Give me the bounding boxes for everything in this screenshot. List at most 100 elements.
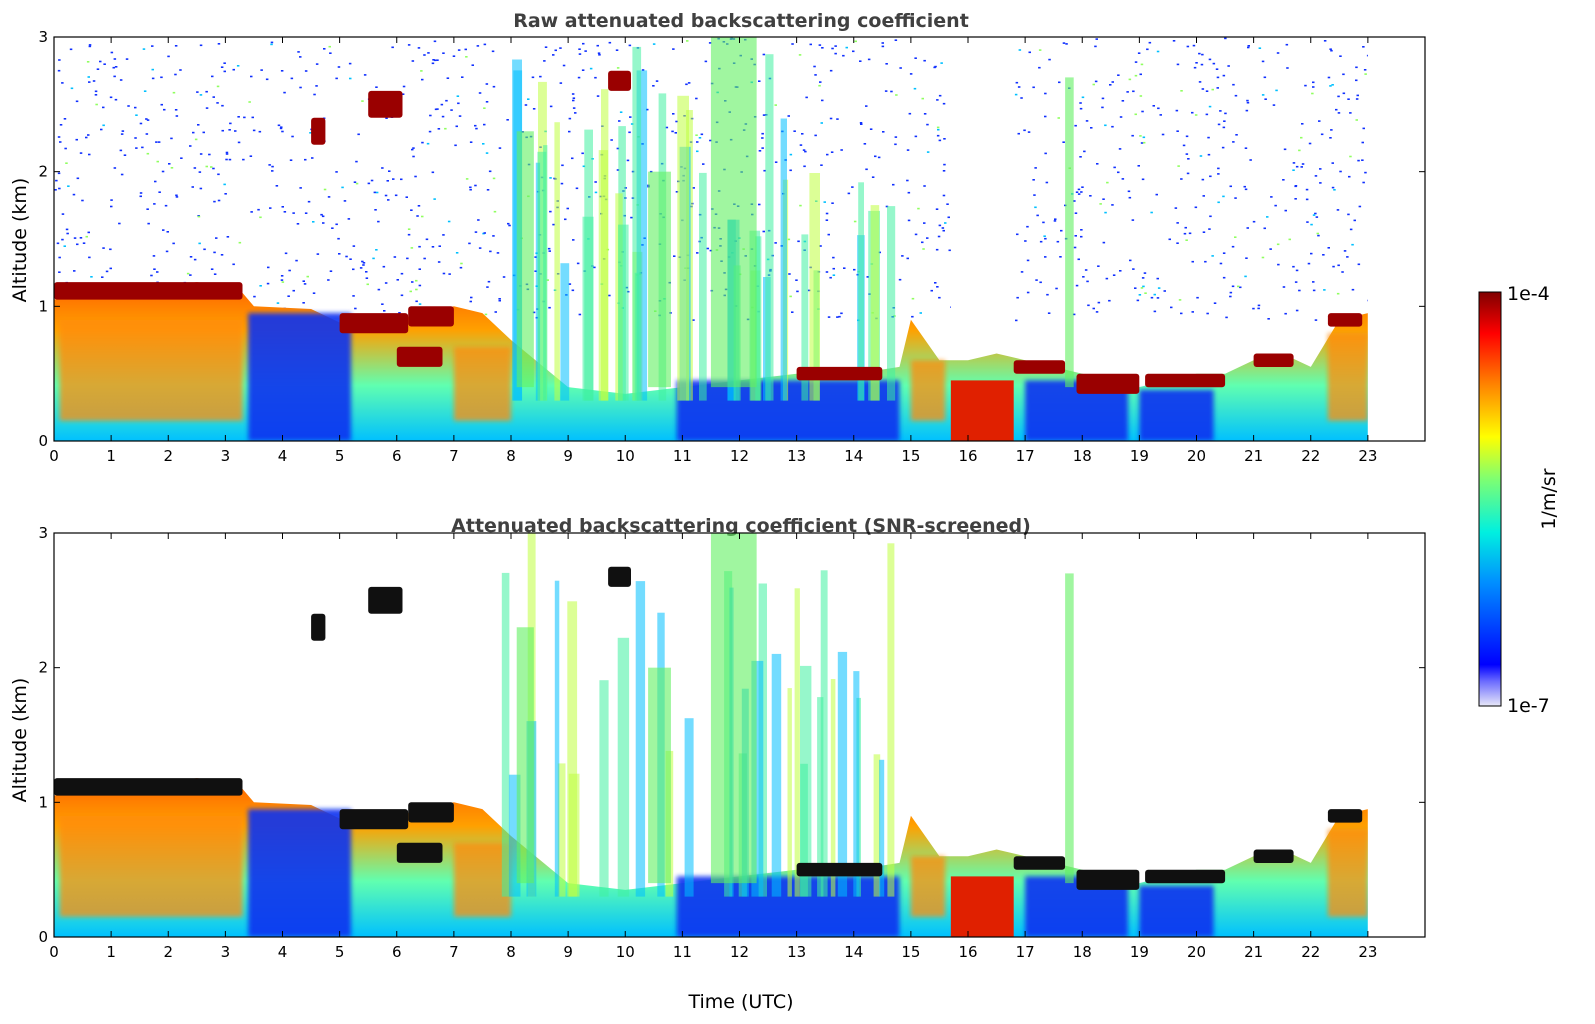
cloud-layer [408,306,454,327]
noise-pixel [807,289,811,292]
noise-pixel [578,53,582,55]
noise-pixel [1195,62,1198,64]
noise-pixel [1292,162,1296,164]
virga-streak [858,182,864,401]
noise-pixel [1044,152,1047,155]
noise-pixel [616,67,620,69]
noise-pixel [1039,240,1043,243]
precip-column [1065,77,1074,388]
noise-pixel [672,113,675,115]
noise-pixel [252,129,256,132]
noise-pixel [1032,86,1035,89]
noise-pixel [1342,92,1346,95]
noise-pixel [1176,222,1179,224]
cloud-layer [1327,313,1363,327]
noise-pixel [258,130,262,133]
noise-pixel [361,100,364,102]
noise-pixel [299,187,302,189]
noise-pixel [804,150,807,153]
noise-pixel [375,86,378,88]
noise-pixel [223,70,226,73]
noise-pixel [571,93,575,95]
noise-pixel [917,207,920,210]
noise-pixel [1337,95,1340,98]
noise-pixel [474,184,477,187]
noise-pixel [865,105,868,107]
noise-pixel [469,141,473,143]
noise-pixel [852,50,855,53]
noise-pixel [139,192,143,194]
noise-pixel [1208,228,1211,230]
noise-pixel [271,170,274,172]
noise-pixel [402,85,406,88]
noise-pixel [834,45,837,47]
noise-pixel [560,182,564,185]
virga-streak [599,680,609,897]
noise-pixel [283,91,286,94]
noise-pixel [409,290,412,293]
noise-pixel [329,52,332,54]
noise-pixel [544,46,548,48]
noise-pixel [175,115,179,117]
noise-pixel [859,60,862,62]
noise-pixel [1159,114,1162,116]
noise-pixel [1054,218,1057,220]
noise-pixel [232,68,235,71]
noise-pixel [423,54,426,56]
noise-pixel [199,153,203,155]
x-tick-label: 16 [958,447,977,465]
noise-pixel [572,97,576,99]
noise-pixel [386,180,389,182]
noise-pixel [1205,113,1209,116]
noise-pixel [1320,133,1324,136]
axes-raw: 0 1 2 3 4 5 6 7 8 9 10 11 12 13 14 15 16 17 18 19 20 21 22 2301… [38,28,1426,465]
noise-pixel [142,48,146,50]
noise-pixel [381,303,384,305]
x-tick-label: 0 [49,943,59,961]
noise-pixel [582,165,586,168]
noise-pixel [289,159,293,161]
cloud-layer [1253,353,1294,367]
noise-pixel [1014,93,1018,96]
noise-pixel [250,211,253,213]
noise-pixel [109,96,113,99]
noise-pixel [819,245,822,247]
noise-pixel [1106,181,1109,184]
noise-pixel [1201,178,1205,181]
virga-streaks [512,46,896,401]
noise-pixel [1207,153,1211,156]
noise-pixel [292,212,295,214]
noise-pixel [354,307,357,310]
noise-pixel [56,242,60,245]
noise-pixel [1140,287,1144,289]
noise-pixel [352,295,355,297]
noise-pixel [1244,147,1248,149]
noise-pixel [1263,76,1267,79]
noise-pixel [934,282,937,284]
noise-pixel [1108,299,1111,302]
noise-pixel [687,82,691,84]
noise-pixel [1225,316,1228,319]
noise-pixel [1276,52,1280,54]
noise-pixel [315,85,318,87]
noise-pixel [532,311,536,314]
noise-pixel [1316,232,1319,235]
noise-pixel [1137,165,1140,167]
noise-pixel [211,75,214,78]
noise-pixel [921,97,924,100]
noise-pixel [135,114,138,116]
noise-pixel [281,281,285,283]
noise-pixel [1185,239,1188,241]
noise-pixel [1219,262,1223,265]
noise-pixel [1028,51,1031,54]
noise-pixel [290,77,294,80]
noise-pixel [410,209,413,211]
noise-pixel [796,290,799,293]
noise-pixel [539,75,542,78]
x-tick-label: 19 [1130,447,1149,465]
virga-streak [557,763,566,897]
noise-pixel [168,163,171,165]
noise-pixel [1349,112,1352,114]
noise-pixel [442,272,446,275]
noise-pixel [483,43,487,46]
